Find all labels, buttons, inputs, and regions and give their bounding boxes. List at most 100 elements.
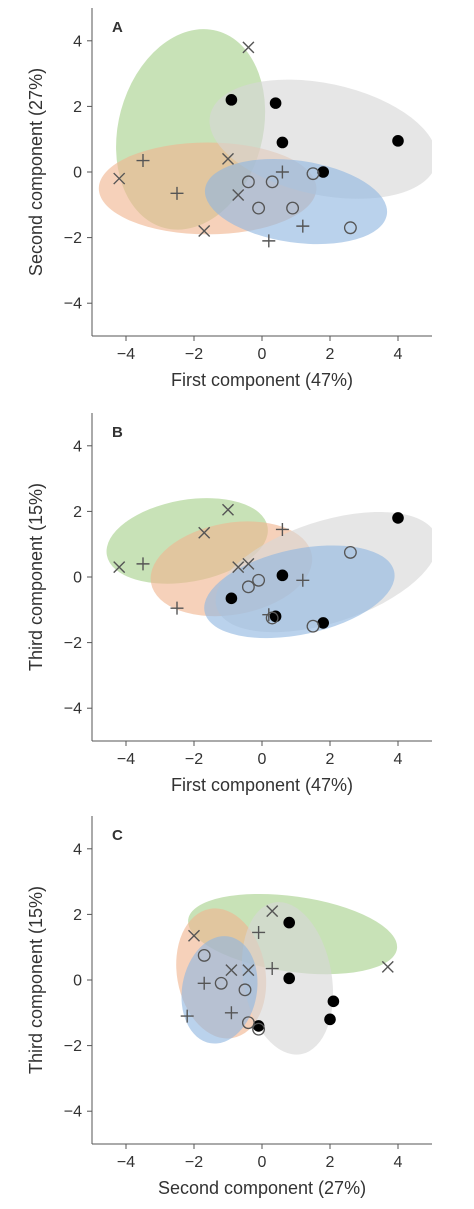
point-open-circle	[197, 948, 211, 962]
x-tick-label: 0	[258, 751, 267, 768]
point-filled-circle	[283, 916, 296, 929]
point-open-circle	[214, 976, 228, 990]
point-plus	[170, 601, 184, 615]
point-filled-circle	[225, 94, 238, 106]
point-filled-circle	[327, 995, 340, 1008]
y-tick-label: −2	[64, 230, 82, 247]
point-open-circle	[238, 983, 252, 997]
point-filled-circle	[225, 592, 238, 605]
point-filled-circle	[317, 617, 330, 629]
y-axis-label: Third component (15%)	[26, 886, 46, 1074]
x-tick-label: 4	[394, 1154, 403, 1171]
point-plus	[197, 976, 211, 990]
x-axis-label: First component (47%)	[171, 775, 353, 795]
point-open-circle	[286, 201, 300, 215]
point-cross-x	[222, 503, 234, 516]
point-open-circle	[241, 175, 255, 189]
x-axis-label: First component (47%)	[171, 370, 353, 390]
point-cross-x	[113, 561, 126, 574]
point-plus	[262, 234, 276, 248]
panel-label: B	[112, 424, 123, 441]
point-filled-circle	[276, 569, 289, 582]
data-points	[180, 905, 394, 1036]
panel-c: −4 −2 0 2 4 −4 −2 0 2 4 Second component (27%) Thir…	[26, 816, 432, 1198]
point-filled-circle	[283, 972, 296, 985]
group-ellipses	[98, 29, 432, 245]
y-tick-label: −4	[64, 701, 82, 718]
point-plus	[170, 186, 184, 200]
x-tick-label: −4	[117, 1154, 135, 1171]
point-open-circle	[252, 1022, 266, 1036]
point-cross-x	[266, 905, 279, 918]
point-plus	[275, 165, 289, 179]
point-plus	[136, 557, 150, 571]
point-plus	[252, 925, 266, 939]
data-points	[113, 41, 404, 248]
group-ellipse-4	[204, 545, 395, 639]
point-plus	[180, 1009, 194, 1023]
x-tick-label: 4	[394, 751, 403, 768]
y-tick-label: −2	[64, 1038, 82, 1055]
point-filled-circle	[317, 166, 330, 178]
group-ellipse-4	[181, 936, 258, 1044]
x-tick-label: 2	[326, 346, 335, 363]
point-cross-x	[242, 41, 255, 54]
y-tick-label: 0	[73, 973, 82, 990]
y-tick-label: 2	[73, 504, 82, 521]
x-tick-label: −4	[117, 751, 135, 768]
panel-label: A	[112, 19, 123, 36]
panel-a: −4 −2 0 2 4 −4 −2 0 2 4 First component (47%) Secon…	[26, 8, 432, 390]
point-plus	[224, 1006, 238, 1020]
x-tick-label: −2	[185, 346, 203, 363]
point-cross-x	[232, 188, 245, 201]
point-open-circle	[343, 221, 357, 235]
point-open-circle	[241, 1016, 255, 1030]
point-cross-x	[113, 172, 126, 185]
point-filled-circle	[324, 1013, 336, 1026]
point-filled-circle	[269, 97, 282, 109]
group-ellipses	[106, 498, 432, 639]
point-filled-circle	[392, 512, 404, 524]
y-tick-label: −4	[64, 296, 82, 313]
group-ellipse-4	[204, 158, 388, 245]
x-tick-label: 0	[258, 346, 267, 363]
point-cross-x	[222, 152, 234, 165]
point-open-circle	[306, 619, 320, 633]
point-open-circle	[265, 611, 279, 625]
point-cross-x	[381, 960, 394, 973]
point-plus	[275, 522, 289, 536]
x-tick-label: 0	[258, 1154, 267, 1171]
point-cross-x	[242, 557, 255, 570]
point-open-circle	[252, 201, 266, 215]
data-points	[113, 503, 404, 633]
point-open-circle	[241, 580, 255, 594]
point-cross-x	[225, 964, 238, 977]
point-filled-circle	[392, 135, 404, 147]
point-open-circle	[306, 167, 320, 181]
y-tick-label: −4	[64, 1104, 82, 1121]
y-tick-label: 2	[73, 907, 82, 924]
y-tick-label: 4	[73, 841, 82, 858]
point-filled-circle	[276, 136, 289, 149]
panel-label: C	[112, 827, 123, 844]
y-tick-label: 4	[73, 438, 82, 455]
point-cross-x	[242, 964, 255, 977]
x-tick-label: −4	[117, 346, 135, 363]
point-plus	[296, 219, 310, 233]
point-open-circle	[252, 573, 266, 587]
group-ellipses	[176, 893, 398, 1055]
point-open-circle	[343, 545, 357, 559]
y-tick-label: 0	[73, 570, 82, 587]
x-tick-label: 4	[394, 346, 403, 363]
y-tick-label: 0	[73, 165, 82, 182]
y-axis-label: Second component (27%)	[26, 68, 46, 276]
x-tick-label: 2	[326, 751, 335, 768]
point-cross-x	[232, 561, 245, 574]
point-filled-circle	[252, 1020, 265, 1032]
y-axis-label: Third component (15%)	[26, 483, 46, 671]
x-tick-label: −2	[185, 1154, 203, 1171]
x-tick-label: 2	[326, 1154, 335, 1171]
point-cross-x	[198, 225, 211, 238]
point-plus	[296, 573, 310, 587]
